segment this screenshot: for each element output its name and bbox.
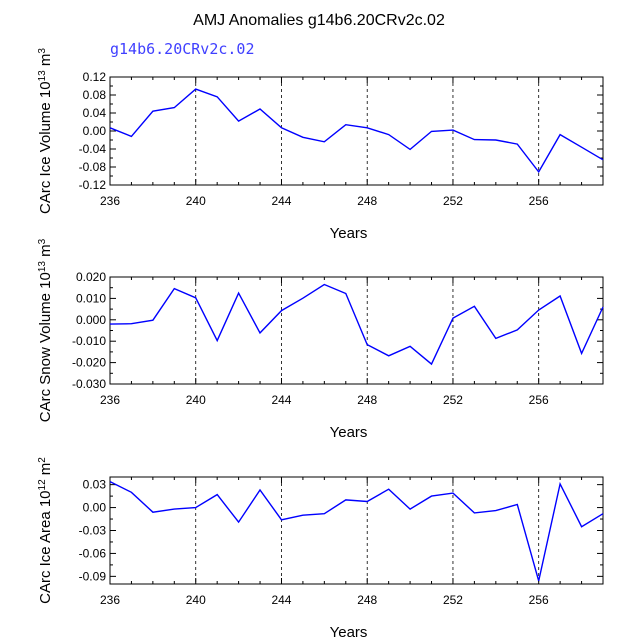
x-tick-label: 236 (100, 194, 120, 208)
chart-subtitle: g14b6.20CRv2c.02 (110, 40, 255, 58)
x-axis-title: Years (330, 624, 368, 638)
y-axis-title-part: 3 (37, 48, 48, 54)
x-tick-label: 236 (100, 393, 120, 407)
chart-panels: 236 240 244 248 252 256 0.12 0.08 0.04 0.00 -0.04 -… (37, 48, 604, 638)
y-axis-title-part: CArc Ice Area 10 (37, 490, 54, 603)
y-axis-title-part: CArc Snow Volume 10 (37, 272, 54, 422)
y-tick-label: -0.010 (72, 334, 106, 348)
x-tick-label: 248 (357, 593, 377, 607)
x-tick-label: 248 (357, 194, 377, 208)
y-tick-label: 0.020 (76, 270, 106, 284)
y-axis-title-part: 13 (37, 70, 48, 82)
series-line (109, 88, 604, 174)
y-tick-label: 0.04 (83, 106, 107, 120)
y-tick-label: -0.06 (79, 546, 107, 560)
x-axis-title: Years (330, 225, 368, 242)
y-axis-title-part: CArc Ice Volume 10 (37, 81, 54, 214)
y-tick-label: -0.030 (72, 377, 106, 391)
y-axis-title: CArc Ice Area 1012 m2 (37, 457, 55, 604)
y-tick-label: -0.12 (79, 178, 107, 192)
y-axis-title-part: 3 (37, 238, 48, 244)
y-tick-label: 0.00 (83, 124, 107, 138)
x-tick-label: 248 (357, 393, 377, 407)
x-tick-label: 252 (443, 593, 463, 607)
y-tick-label: -0.03 (79, 524, 107, 538)
plot-frame (109, 476, 604, 585)
x-tick-label: 244 (271, 593, 291, 607)
y-tick-label: 0.08 (83, 88, 107, 102)
chart-title: AMJ Anomalies g14b6.20CRv2c.02 (193, 12, 445, 29)
x-tick-label: 244 (271, 194, 291, 208)
x-axis-title: Years (330, 424, 368, 441)
x-tick-label: 240 (186, 194, 206, 208)
x-tick-label: 240 (186, 393, 206, 407)
x-tick-label: 252 (443, 194, 463, 208)
y-axis-title-part: 13 (37, 261, 48, 273)
y-tick-label: -0.020 (72, 356, 106, 370)
x-tick-label: 256 (529, 393, 549, 407)
y-tick-label: 0.000 (76, 313, 106, 327)
x-tick-label: 244 (271, 393, 291, 407)
y-axis-title: CArc Snow Volume 1013 m3 (37, 238, 55, 422)
plot-frame (109, 76, 604, 186)
y-tick-label: -0.08 (79, 160, 107, 174)
chart-panel-2: 236 240 244 248 252 256 0.020 0.010 0.000 -0.010 -… (37, 238, 604, 441)
y-axis-title-part: m (37, 244, 54, 261)
y-axis-title: CArc Ice Volume 1013 m3 (37, 48, 55, 214)
y-axis-title-part: m (37, 54, 54, 71)
y-tick-label: -0.09 (79, 569, 107, 583)
y-axis-title-part: 2 (37, 457, 48, 463)
series-line (109, 283, 604, 366)
y-tick-label: -0.04 (79, 142, 107, 156)
y-tick-label: 0.03 (83, 478, 107, 492)
y-tick-label: 0.010 (76, 291, 106, 305)
y-axis-title-part: 12 (37, 479, 48, 491)
x-tick-label: 256 (529, 593, 549, 607)
x-tick-label: 252 (443, 393, 463, 407)
series-line (109, 480, 604, 582)
y-axis-title-part: m (37, 463, 54, 480)
x-tick-label: 236 (100, 593, 120, 607)
y-tick-label: 0.00 (83, 501, 107, 515)
y-tick-label: 0.12 (83, 70, 107, 84)
x-tick-label: 240 (186, 593, 206, 607)
chart-panel-3: 236 240 244 248 252 256 0.03 0.00 -0.03 -0.06 -0.0… (37, 457, 604, 638)
x-tick-label: 256 (529, 194, 549, 208)
chart-panel-1: 236 240 244 248 252 256 0.12 0.08 0.04 0.00 -0.04 -… (37, 48, 604, 242)
